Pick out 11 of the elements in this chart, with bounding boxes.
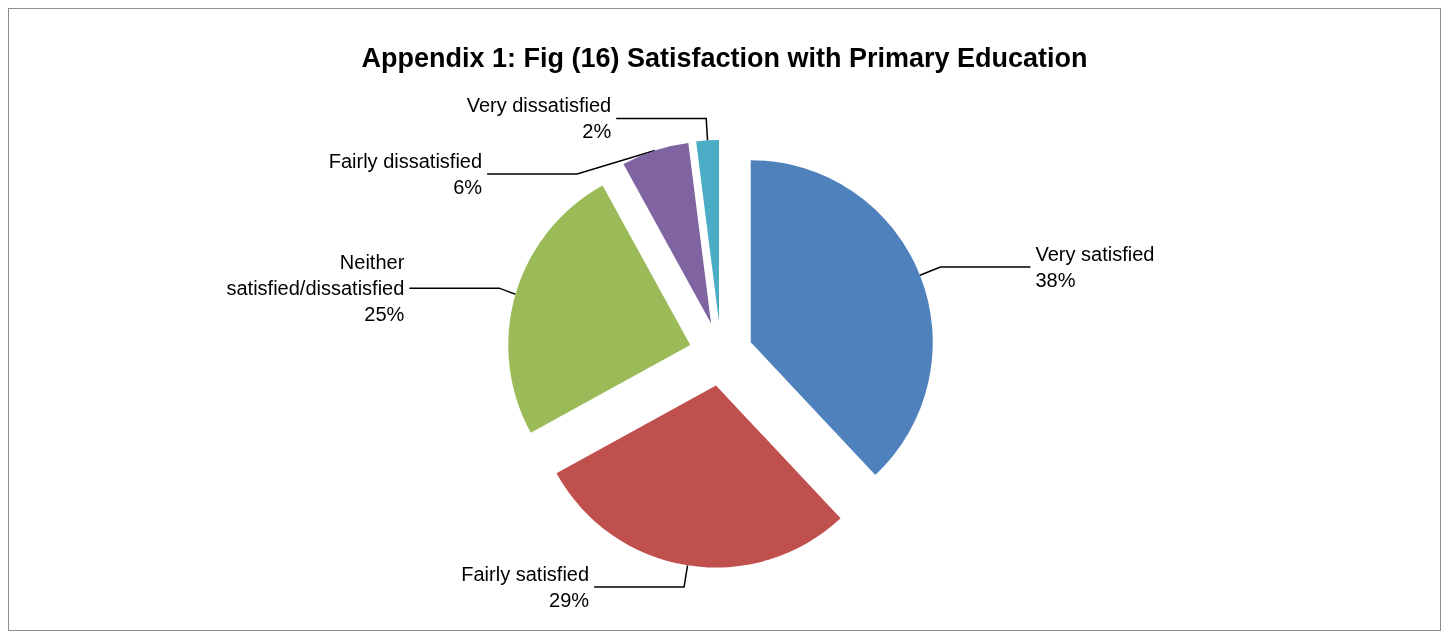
slice-label: Neither satisfied/dissatisfied — [226, 251, 405, 300]
slice-label: Fairly dissatisfied — [328, 149, 483, 172]
data-label: 29% — [549, 589, 590, 612]
data-label: 25% — [364, 303, 405, 326]
slice-label: Fairly satisfied — [461, 563, 590, 586]
slice-label: Very satisfied — [1035, 243, 1155, 266]
slice-label: Very dissatisfied — [466, 94, 612, 117]
data-label: 38% — [1035, 269, 1076, 292]
chart-title: Appendix 1: Fig (16) Satisfaction with Primary Education — [361, 42, 1088, 73]
data-label: 2% — [582, 120, 612, 143]
data-label: 6% — [453, 175, 483, 198]
